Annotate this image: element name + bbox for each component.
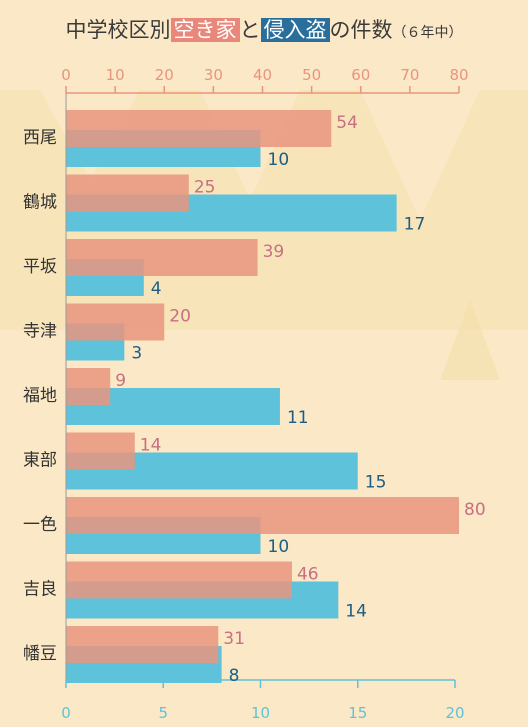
bottom-tick-label: 20 <box>445 704 464 722</box>
bottom-tick-label: 0 <box>61 704 71 722</box>
burglary-value-label: 17 <box>404 215 426 235</box>
title-conj: と <box>239 18 261 42</box>
title-prefix: 中学校区別 <box>65 18 171 42</box>
burglary-value-label: 8 <box>229 666 240 686</box>
top-tick-label: 30 <box>204 66 223 84</box>
vacant-value-label: 54 <box>336 113 358 133</box>
burglary-value-label: 10 <box>268 150 290 170</box>
value-labels: 54 10 25 17 39 4 20 39 11 14 15 80 10 46 14 31 8 <box>115 113 485 686</box>
category-label: 西尾 <box>23 128 57 148</box>
bottom-tick-label: 10 <box>251 704 270 722</box>
burglary-value-label: 15 <box>365 473 387 493</box>
title-highlight-vacant: 空き家 <box>170 18 240 42</box>
top-tick-label: 40 <box>253 66 272 84</box>
vacant-bar <box>66 561 292 599</box>
bottom-tick-label: 5 <box>158 704 168 722</box>
top-tick-label: 0 <box>61 66 71 84</box>
bottom-tick-label: 15 <box>348 704 367 722</box>
top-tick-label: 70 <box>400 66 419 84</box>
vacant-value-label: 46 <box>297 565 319 585</box>
category-label: 寺津 <box>23 322 57 342</box>
vacant-value-label: 20 <box>169 307 191 327</box>
vacant-value-label: 31 <box>223 629 245 649</box>
vacant-bar <box>66 368 111 405</box>
chart-title: 中学校区別 空き家と侵入盗 の件数（６年中） <box>0 14 528 44</box>
burglary-value-label: 14 <box>345 602 367 622</box>
category-label: 平坂 <box>23 257 57 277</box>
vacant-bar <box>66 174 189 212</box>
category-label: 幡豆 <box>23 644 57 664</box>
burglary-value-label: 10 <box>268 537 290 557</box>
category-label: 福地 <box>23 386 57 406</box>
top-tick-label: 80 <box>449 66 468 84</box>
vacant-value-label: 14 <box>140 436 162 456</box>
title-highlight-burglary: 侵入盗 <box>260 18 330 42</box>
category-label: 一色 <box>23 515 57 535</box>
vacant-bar <box>66 239 258 276</box>
top-axis: 0 10 20 30 40 50 60 70 80 <box>61 66 469 94</box>
vacant-bar <box>66 303 165 341</box>
vacant-value-label: 9 <box>115 371 126 391</box>
burglary-value-label: 4 <box>151 279 162 299</box>
top-tick-label: 20 <box>155 66 174 84</box>
bottom-axis: 0 5 10 15 20 <box>61 679 465 722</box>
category-label: 東部 <box>23 451 57 471</box>
vacant-value-label: 25 <box>194 178 216 198</box>
vacant-bar <box>66 110 332 147</box>
top-tick-label: 60 <box>351 66 370 84</box>
top-tick-label: 50 <box>302 66 321 84</box>
vacant-value-label: 80 <box>464 500 486 520</box>
bars <box>66 110 459 683</box>
background-shape <box>440 300 500 380</box>
category-label: 吉良 <box>23 580 57 600</box>
vacant-value-label: 39 <box>263 242 285 262</box>
burglary-value-label: 3 <box>131 344 142 364</box>
title-middle: の件数 <box>329 18 393 42</box>
vacant-bar <box>66 626 219 663</box>
title-suffix: （６年中） <box>392 25 463 41</box>
vacant-bar <box>66 432 135 470</box>
top-tick-label: 10 <box>106 66 125 84</box>
category-label: 鶴城 <box>23 193 57 213</box>
burglary-value-label: 11 <box>287 408 309 428</box>
vacant-bar <box>66 497 459 534</box>
